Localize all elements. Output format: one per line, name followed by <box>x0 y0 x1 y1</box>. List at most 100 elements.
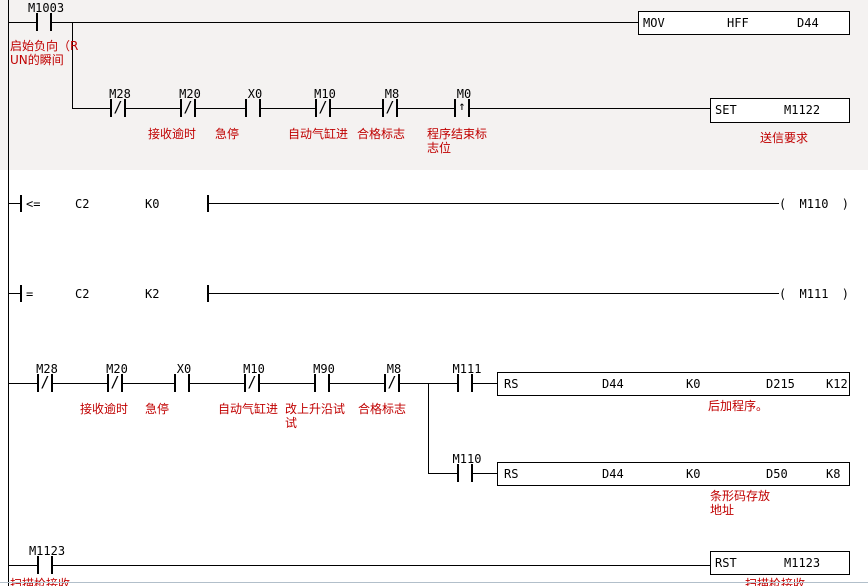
rs1-op: RS <box>504 377 519 391</box>
rs2-operand-3: D50 <box>766 467 788 481</box>
compare2-operand-2[interactable]: K2 <box>145 287 160 301</box>
r5-contact-m20[interactable]: / <box>107 373 123 392</box>
comment-rs1: 后加程序。 <box>708 399 769 413</box>
comment-m0: 程序结束标志位 <box>427 127 488 155</box>
r2-contact-m8[interactable]: / <box>382 98 398 117</box>
compare2-operator[interactable]: = <box>26 287 34 301</box>
contact-bar <box>174 374 176 392</box>
coil-open-paren: ( <box>779 287 787 301</box>
set-op: SET <box>715 103 737 117</box>
contact-bar <box>471 374 473 392</box>
compare1-operand-2[interactable]: K0 <box>145 197 160 211</box>
contact-bar <box>110 99 112 117</box>
coil-label: M110 <box>799 197 829 211</box>
contact-bar <box>245 99 247 117</box>
instruction-box-set[interactable]: SET M1122 <box>710 98 850 123</box>
rs1-operand-4: K12 <box>826 377 848 391</box>
contact-bar <box>51 374 53 392</box>
contact-bar <box>329 99 331 117</box>
r5-contact-m10[interactable]: / <box>244 373 260 392</box>
contact-bar <box>37 556 39 574</box>
instruction-box-rs-2[interactable]: RS D44 K0 D50 K8 <box>497 462 850 486</box>
rs1-operand-2: K0 <box>686 377 701 391</box>
r5-contact-m111[interactable] <box>457 374 473 392</box>
compare1-left-bar <box>20 195 22 212</box>
contact-label-x0: X0 <box>176 362 192 376</box>
comment-m20: 接收逾时 <box>80 402 129 416</box>
contact-bar <box>384 374 386 392</box>
contact-label-m10: M10 <box>243 362 265 376</box>
contact-bar <box>37 374 39 392</box>
instruction-box-mov[interactable]: MOV HFF D44 <box>638 11 850 35</box>
rst-op: RST <box>715 556 737 570</box>
r5-contact-x0[interactable] <box>174 374 190 392</box>
contact-bar <box>51 556 53 574</box>
nc-slash-icon: / <box>183 98 193 116</box>
r5-contact-m28[interactable]: / <box>37 373 53 392</box>
compare1-operator[interactable]: <= <box>26 197 41 211</box>
rs1-operand-1: D44 <box>602 377 624 391</box>
nc-slash-icon: / <box>110 373 120 391</box>
contact-bar <box>121 374 123 392</box>
contact-label-m28: M28 <box>109 87 131 101</box>
coil-label: M111 <box>799 287 829 301</box>
set-operand-1: M1122 <box>784 103 821 117</box>
contact-label-m0: M0 <box>456 87 472 101</box>
wire-rung3 <box>209 203 779 204</box>
wire-branch-rung1-rung2 <box>72 22 73 109</box>
coil-m111[interactable]: ( M111 ) <box>779 287 849 301</box>
rst-operand-1: M1123 <box>784 556 821 570</box>
rs1-operand-3: D215 <box>766 377 795 391</box>
wire-rung6 <box>9 565 710 566</box>
contact-bar <box>398 374 400 392</box>
comment-m90: 改上升沿试试 <box>285 402 346 430</box>
comment-x0: 急停 <box>215 127 240 141</box>
r2-contact-m10[interactable]: / <box>315 98 331 117</box>
comment-m20: 接收逾时 <box>148 127 197 141</box>
contact-bar <box>315 99 317 117</box>
wire-rung3-stub <box>9 203 20 204</box>
compare2-operand-1[interactable]: C2 <box>75 287 90 301</box>
r5-contact-m90[interactable] <box>314 374 330 392</box>
r2-contact-m20[interactable]: / <box>180 98 196 117</box>
mov-operand-1: HFF <box>727 16 749 30</box>
r5-contact-m8[interactable]: / <box>384 373 400 392</box>
r5-branch-contact-m110[interactable] <box>457 464 473 482</box>
r1-contact-m1003[interactable] <box>36 13 52 31</box>
comment-rst: 扫描枪接收 <box>745 577 806 586</box>
comment-x0: 急停 <box>145 402 170 416</box>
compare1-operand-1[interactable]: C2 <box>75 197 90 211</box>
contact-label-m8: M8 <box>386 362 402 376</box>
contact-bar <box>107 374 109 392</box>
nc-slash-icon: / <box>385 98 395 116</box>
compare2-right-bar <box>207 285 209 302</box>
rs2-op: RS <box>504 467 519 481</box>
contact-bar <box>259 99 261 117</box>
contact-bar <box>457 464 459 482</box>
instruction-box-rst[interactable]: RST M1123 <box>710 551 850 575</box>
rising-edge-icon: ↑ <box>458 99 466 113</box>
comment-set-m1122: 送信要求 <box>760 131 809 145</box>
contact-bar <box>244 374 246 392</box>
contact-bar <box>457 374 459 392</box>
r2-contact-m0-rising[interactable]: ↑ <box>454 99 470 117</box>
contact-label-x0: X0 <box>247 87 263 101</box>
instruction-box-rs-1[interactable]: RS D44 K0 D215 K12 <box>497 372 850 396</box>
nc-slash-icon: / <box>387 373 397 391</box>
contact-label-m10: M10 <box>314 87 336 101</box>
contact-bar <box>314 374 316 392</box>
contact-label-m28: M28 <box>36 362 58 376</box>
contact-bar <box>396 99 398 117</box>
r2-contact-x0[interactable] <box>245 99 261 117</box>
contact-bar <box>258 374 260 392</box>
contact-bar <box>36 13 38 31</box>
r6-contact-m1123[interactable] <box>37 556 53 574</box>
contact-bar <box>50 13 52 31</box>
coil-m110[interactable]: ( M110 ) <box>779 197 849 211</box>
wire-branch-rung5 <box>428 383 429 474</box>
contact-label-m20: M20 <box>106 362 128 376</box>
contact-bar <box>188 374 190 392</box>
r2-contact-m28[interactable]: / <box>110 98 126 117</box>
contact-bar <box>194 99 196 117</box>
